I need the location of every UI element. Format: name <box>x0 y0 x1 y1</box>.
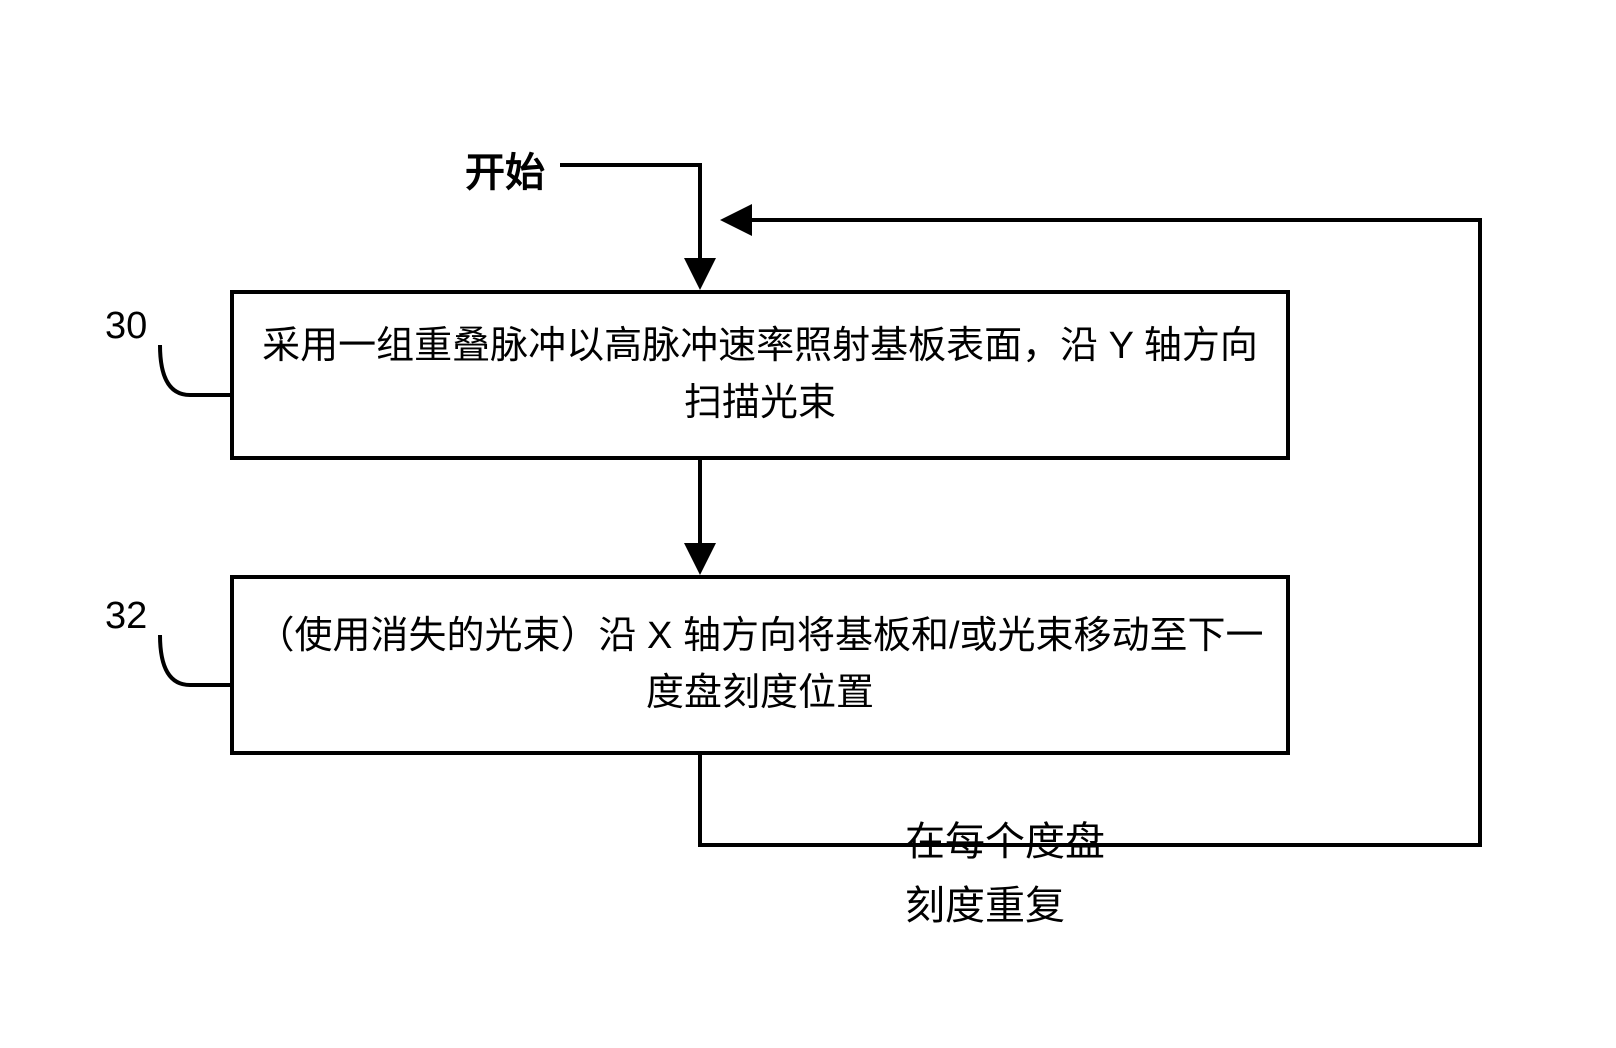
connectors-svg <box>0 0 1616 1048</box>
process-box-2-text: （使用消失的光束）沿 X 轴方向将基板和/或光束移动至下一度盘刻度位置 <box>254 608 1266 722</box>
loop-label-line2: 刻度重复 <box>905 874 1105 938</box>
process-box-1-text: 采用一组重叠脉冲以高脉冲速率照射基板表面，沿 Y 轴方向扫描光束 <box>254 318 1266 432</box>
arrow-start-to-box1 <box>560 165 700 282</box>
start-label: 开始 <box>465 140 545 198</box>
label-connector-1 <box>160 345 230 395</box>
process-box-2-id: 32 <box>105 595 147 638</box>
process-box-1: 采用一组重叠脉冲以高脉冲速率照射基板表面，沿 Y 轴方向扫描光束 <box>230 290 1290 460</box>
process-box-2: （使用消失的光束）沿 X 轴方向将基板和/或光束移动至下一度盘刻度位置 <box>230 575 1290 755</box>
loop-label-line1: 在每个度盘 <box>905 810 1105 874</box>
process-box-1-id: 30 <box>105 305 147 348</box>
loop-label: 在每个度盘 刻度重复 <box>905 810 1105 938</box>
flowchart-canvas: 开始 采用一组重叠脉冲以高脉冲速率照射基板表面，沿 Y 轴方向扫描光束 30 （… <box>0 0 1616 1048</box>
label-connector-2 <box>160 635 230 685</box>
